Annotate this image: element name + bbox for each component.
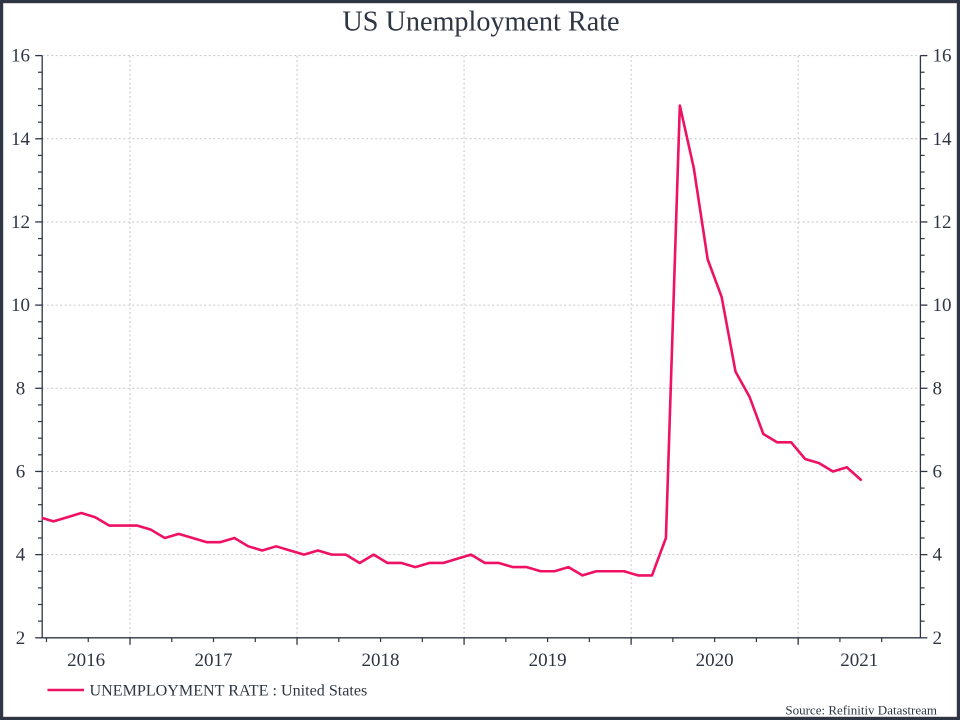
y-axis-label-left-10: 10 [11, 295, 30, 316]
y-axis-label-right-12: 12 [933, 212, 952, 233]
x-axis-label-2020: 2020 [696, 650, 734, 671]
legend-label: UNEMPLOYMENT RATE : United States [90, 683, 368, 700]
y-axis-label-right-6: 6 [933, 461, 943, 482]
y-axis-label-left-12: 12 [11, 212, 30, 233]
y-axis-label-right-2: 2 [933, 628, 943, 649]
tick-marks [35, 54, 928, 645]
y-axis-label-left-8: 8 [16, 378, 26, 399]
y-axis-label-right-10: 10 [933, 295, 952, 316]
y-axis-label-left-4: 4 [16, 545, 26, 566]
y-axis-label-left-14: 14 [11, 129, 31, 150]
chart-title: US Unemployment Rate [342, 7, 619, 38]
legend: UNEMPLOYMENT RATE : United States [47, 683, 368, 700]
y-axis-label-left-2: 2 [16, 628, 26, 649]
x-axis-label-2016: 2016 [67, 650, 105, 671]
y-axis-label-right-8: 8 [933, 378, 943, 399]
axes [41, 55, 922, 639]
y-axis-label-right-14: 14 [933, 129, 953, 150]
y-axis-label-right-16: 16 [933, 46, 952, 67]
y-axis-label-right-4: 4 [933, 545, 943, 566]
x-axis-label-2021: 2021 [840, 650, 878, 671]
x-axis-label-2018: 2018 [362, 650, 400, 671]
x-axis-label-2017: 2017 [195, 650, 233, 671]
axis-labels: 2 2 4 4 6 6 8 8 10 10 12 12 14 14 16 16 2016 2017 2018 2019… [11, 46, 952, 671]
unemployment-rate-series-line [41, 104, 863, 577]
source-note: Source: Refinitiv Datastream [785, 703, 937, 718]
y-axis-label-left-16: 16 [11, 46, 30, 67]
y-axis-label-left-6: 6 [16, 461, 26, 482]
x-axis-label-2019: 2019 [529, 650, 567, 671]
